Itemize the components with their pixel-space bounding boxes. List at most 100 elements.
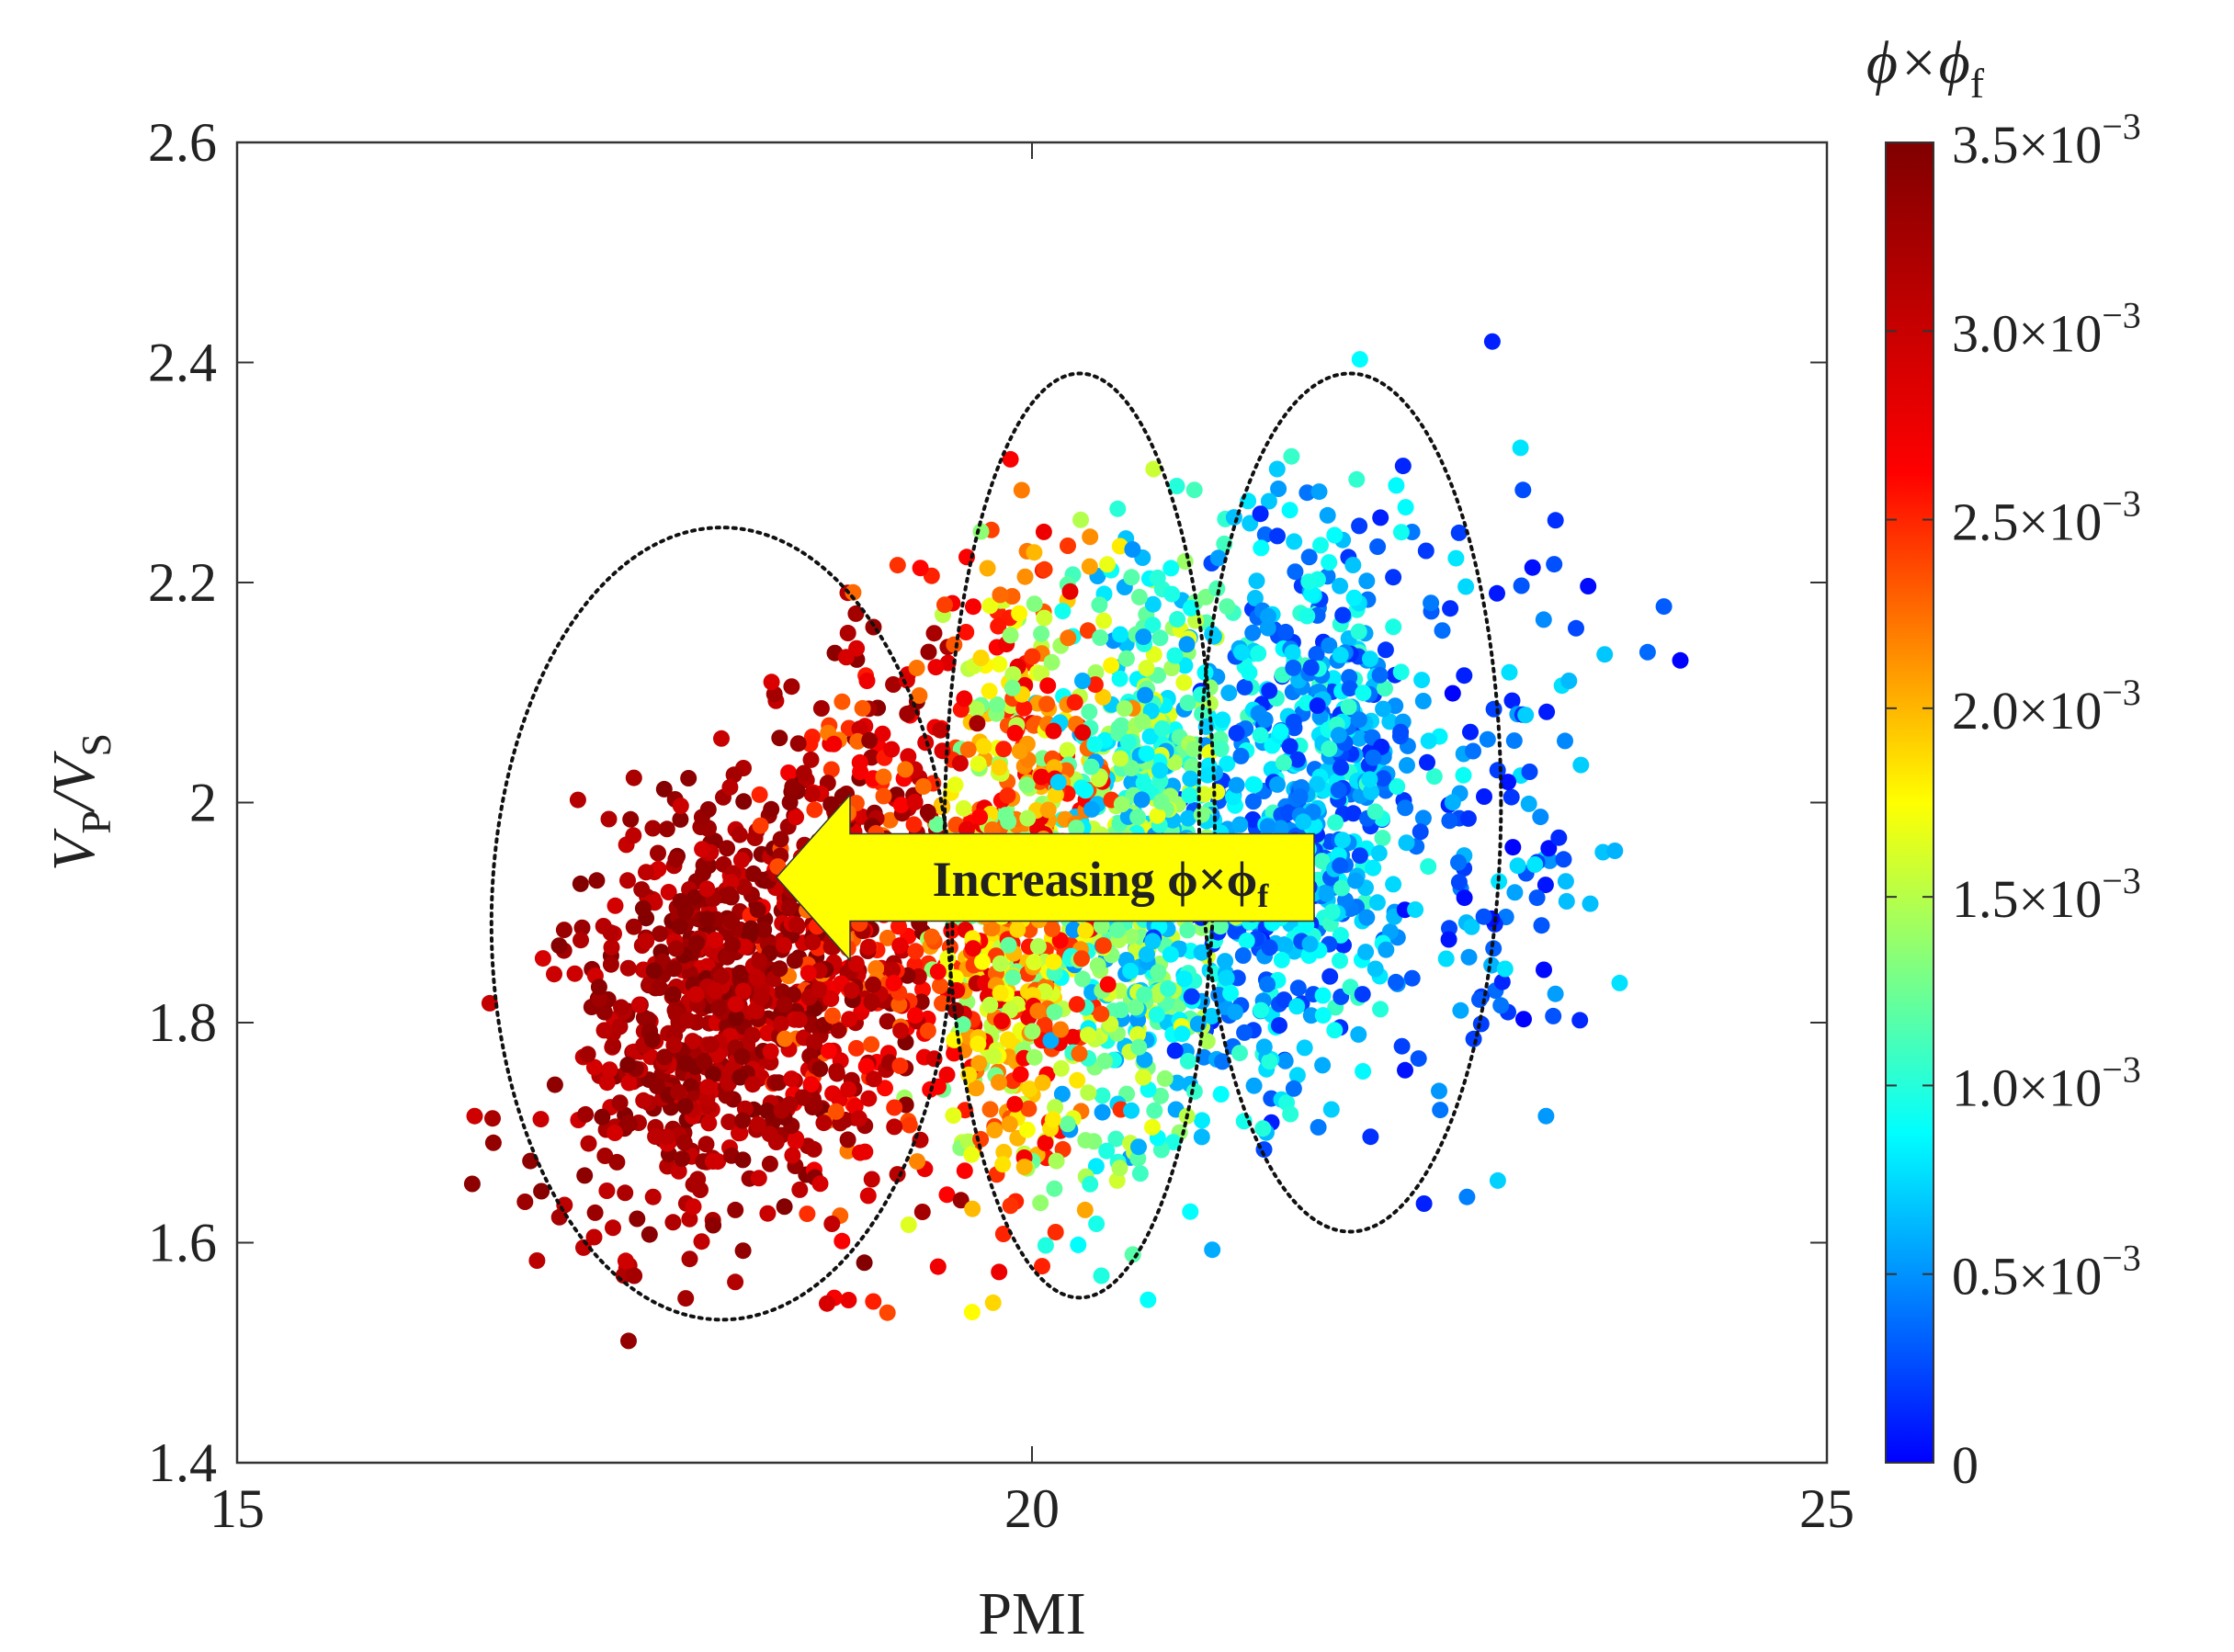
data-point: [699, 1079, 716, 1096]
data-point: [790, 1011, 808, 1028]
data-point: [1109, 922, 1127, 939]
data-point: [1358, 909, 1376, 926]
data-point: [947, 776, 964, 794]
data-point: [1144, 617, 1162, 634]
data-point: [1123, 774, 1140, 791]
data-point: [1385, 569, 1402, 586]
data-point: [932, 978, 948, 994]
data-point: [1394, 458, 1412, 475]
data-point: [1244, 793, 1262, 810]
data-point: [1002, 1197, 1019, 1215]
data-point: [743, 1026, 761, 1044]
data-point: [911, 687, 928, 704]
data-point: [1381, 713, 1399, 730]
data-point: [664, 1214, 682, 1231]
data-point: [875, 787, 892, 805]
data-point: [1152, 1087, 1169, 1104]
data-point: [1091, 596, 1108, 614]
data-point: [1332, 646, 1349, 663]
data-point: [1437, 950, 1455, 967]
data-point: [1347, 872, 1364, 889]
data-point: [1276, 991, 1293, 1009]
colorbar-tick-label: 3.5×10−3: [1952, 106, 2141, 175]
data-point: [1094, 1087, 1111, 1104]
data-point: [1314, 987, 1332, 1004]
data-point: [1160, 979, 1177, 997]
data-point: [1606, 843, 1624, 859]
data-point: [758, 1103, 776, 1120]
data-point: [695, 865, 711, 882]
data-point: [546, 966, 562, 983]
data-point: [1036, 560, 1053, 578]
data-point: [1259, 619, 1276, 637]
data-point: [1393, 1037, 1411, 1055]
data-point: [1134, 713, 1151, 730]
data-point: [621, 1115, 638, 1132]
data-point: [833, 693, 851, 710]
data-point: [1520, 795, 1537, 812]
data-point: [1301, 935, 1319, 953]
data-point: [995, 1143, 1013, 1160]
data-point: [633, 881, 651, 899]
data-point: [1015, 1159, 1033, 1176]
data-point: [1179, 922, 1196, 939]
data-point: [1217, 953, 1234, 970]
data-point: [672, 798, 689, 815]
data-point: [1513, 577, 1530, 594]
x-axis-title: PMI: [978, 1580, 1085, 1647]
data-point: [1414, 809, 1432, 827]
data-point: [1475, 908, 1492, 925]
data-point: [1077, 922, 1094, 939]
data-point: [1476, 788, 1492, 805]
data-point: [1253, 539, 1270, 557]
data-point: [1465, 1030, 1482, 1047]
x-tick-label: 15: [210, 1478, 265, 1539]
axis-ticks: [236, 141, 1828, 1464]
data-point: [999, 1031, 1016, 1048]
data-point: [705, 1216, 722, 1234]
data-point: [693, 1233, 710, 1250]
data-point: [727, 1273, 744, 1291]
data-point: [1385, 876, 1402, 893]
data-point: [1489, 584, 1505, 602]
data-point: [684, 1033, 701, 1050]
data-point: [613, 999, 629, 1016]
data-point: [1500, 774, 1516, 791]
data-point: [1034, 1074, 1051, 1092]
data-point: [1321, 554, 1338, 571]
data-point: [1018, 1121, 1036, 1138]
data-point: [1004, 968, 1022, 986]
data-point: [1060, 629, 1077, 647]
data-point: [991, 1263, 1008, 1281]
data-point: [1582, 895, 1599, 912]
data-point: [1505, 732, 1523, 750]
data-point: [576, 1167, 594, 1184]
data-point: [705, 1066, 721, 1083]
data-point: [1363, 783, 1379, 800]
data-point: [1415, 1195, 1433, 1212]
data-point: [676, 1098, 694, 1115]
data-point: [1001, 1115, 1018, 1133]
data-point: [1479, 730, 1496, 748]
plot-area: [237, 142, 1827, 1463]
x-tick-label: 25: [1799, 1478, 1854, 1539]
data-point: [1288, 998, 1306, 1015]
data-point: [1136, 986, 1153, 1003]
data-point: [481, 994, 498, 1012]
data-point: [1392, 524, 1410, 541]
data-point: [1044, 921, 1060, 937]
colorbar-ticks: [1886, 141, 1933, 1464]
data-point: [1109, 500, 1127, 517]
data-point: [1093, 1005, 1110, 1023]
data-point: [1144, 933, 1162, 950]
data-point: [1269, 775, 1286, 793]
data-point: [1077, 782, 1094, 799]
data-point: [1540, 840, 1558, 857]
data-point: [1289, 979, 1307, 997]
data-point: [1184, 758, 1201, 775]
data-point: [847, 1039, 865, 1057]
data-point: [770, 1074, 788, 1092]
data-point: [1156, 1069, 1174, 1087]
data-point: [761, 1126, 778, 1143]
data-point: [1256, 526, 1274, 543]
